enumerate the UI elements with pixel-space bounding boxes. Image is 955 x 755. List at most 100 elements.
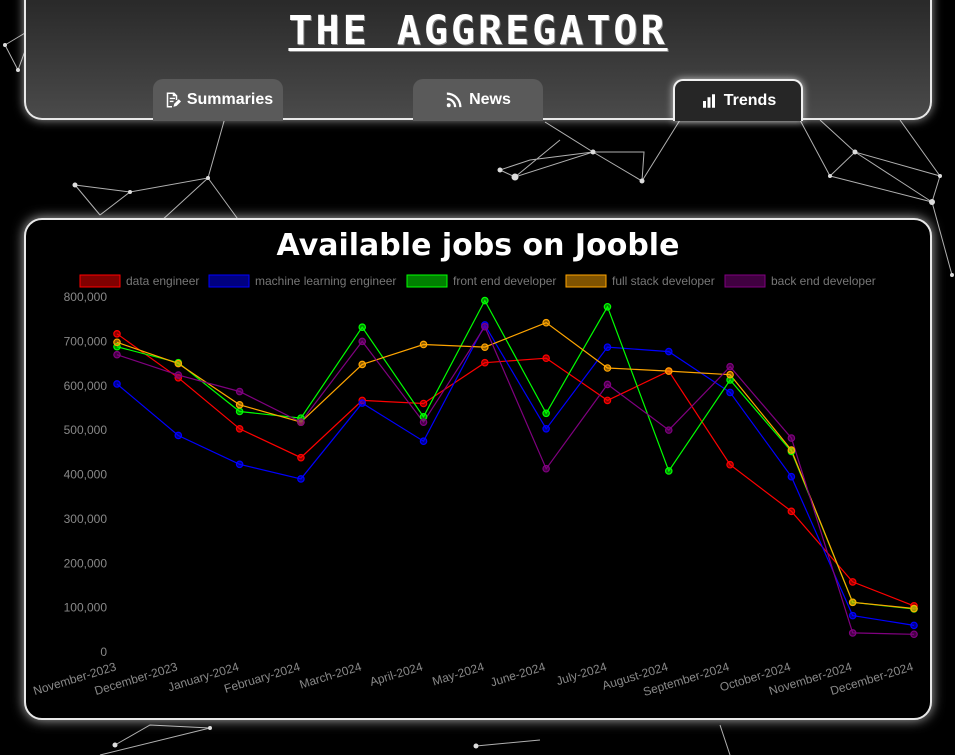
data-point[interactable] xyxy=(481,358,489,367)
data-point[interactable] xyxy=(174,371,183,379)
data-point[interactable] xyxy=(664,347,673,356)
data-point[interactable] xyxy=(297,475,305,483)
data-point[interactable] xyxy=(542,464,550,473)
legend-label: front end developer xyxy=(453,274,556,288)
tab-trends-label: Trends xyxy=(723,92,777,109)
data-point[interactable] xyxy=(603,380,612,389)
y-tick-label: 800,000 xyxy=(64,290,108,304)
data-point[interactable] xyxy=(235,460,244,469)
bar-chart-icon xyxy=(702,94,715,108)
chart-title: Available jobs on Jooble xyxy=(276,228,680,263)
series-line xyxy=(116,333,915,607)
y-tick-label: 700,000 xyxy=(64,334,108,348)
data-point[interactable] xyxy=(174,359,183,368)
data-point[interactable] xyxy=(542,318,550,327)
legend-item[interactable]: full stack developer xyxy=(565,274,715,288)
data-point[interactable] xyxy=(542,424,550,433)
legend-item[interactable]: machine learning engineer xyxy=(208,274,396,288)
x-tick-label: July-2024 xyxy=(554,659,608,688)
data-point[interactable] xyxy=(297,418,305,426)
legend-label: back end developer xyxy=(771,274,876,288)
tab-news-label: News xyxy=(469,91,511,108)
x-tick-label: April-2024 xyxy=(368,659,425,688)
x-axis: November-2023December-2023January-2024Fe… xyxy=(31,659,915,699)
legend-item[interactable]: front end developer xyxy=(406,274,556,288)
chart-legend: data engineer machine learning engineer fr… xyxy=(79,274,876,288)
series-line xyxy=(116,299,915,610)
data-point[interactable] xyxy=(358,337,367,346)
data-point[interactable] xyxy=(235,424,244,433)
legend-swatch xyxy=(208,274,250,288)
app-title: THE AGGREGATOR xyxy=(288,8,668,54)
data-point[interactable] xyxy=(481,343,489,351)
rss-icon xyxy=(446,92,462,108)
series-line xyxy=(116,325,915,635)
data-point[interactable] xyxy=(848,629,857,637)
tab-news[interactable]: News xyxy=(413,79,543,121)
data-point[interactable] xyxy=(787,446,796,454)
document-edit-icon xyxy=(166,92,181,108)
data-point[interactable] xyxy=(910,621,918,630)
data-point[interactable] xyxy=(848,578,857,586)
data-point[interactable] xyxy=(419,437,428,446)
data-point[interactable] xyxy=(787,434,796,442)
legend-item[interactable]: back end developer xyxy=(724,274,876,288)
data-point[interactable] xyxy=(603,396,612,405)
data-point[interactable] xyxy=(726,388,734,397)
legend-swatch xyxy=(565,274,607,288)
legend-swatch xyxy=(406,274,448,288)
data-point[interactable] xyxy=(603,302,612,311)
tab-summaries-label: Summaries xyxy=(186,91,274,108)
data-point[interactable] xyxy=(787,472,796,481)
data-point[interactable] xyxy=(113,338,121,347)
y-tick-label: 600,000 xyxy=(64,379,108,393)
data-point[interactable] xyxy=(542,409,550,418)
tab-summaries[interactable]: Summaries xyxy=(153,79,283,121)
data-point[interactable] xyxy=(726,370,734,379)
data-point[interactable] xyxy=(603,364,612,372)
data-point[interactable] xyxy=(664,467,673,475)
data-point[interactable] xyxy=(113,330,121,338)
data-point[interactable] xyxy=(297,453,305,462)
data-point[interactable] xyxy=(113,380,121,388)
data-point[interactable] xyxy=(419,399,428,408)
data-point[interactable] xyxy=(848,598,857,607)
data-point[interactable] xyxy=(603,343,612,351)
data-point[interactable] xyxy=(910,604,918,613)
data-point[interactable] xyxy=(235,387,244,396)
data-point[interactable] xyxy=(910,630,918,639)
data-point[interactable] xyxy=(358,399,367,407)
x-tick-label: May-2024 xyxy=(431,659,486,688)
chart-panel: Available jobs on Jooble xyxy=(24,218,932,720)
data-point[interactable] xyxy=(848,611,857,620)
y-tick-label: 400,000 xyxy=(64,468,108,482)
data-point[interactable] xyxy=(235,401,244,409)
data-point[interactable] xyxy=(419,418,428,426)
data-point[interactable] xyxy=(235,407,244,416)
y-tick-label: 200,000 xyxy=(64,556,108,570)
data-point[interactable] xyxy=(664,367,673,375)
plot-area xyxy=(113,296,918,639)
data-point[interactable] xyxy=(358,323,367,331)
y-tick-label: 100,000 xyxy=(64,601,108,615)
y-axis: 800,000 700,000 600,000 500,000 400,000 300,0… xyxy=(64,290,108,659)
y-tick-label: 300,000 xyxy=(64,512,108,526)
data-point[interactable] xyxy=(726,362,734,371)
data-point[interactable] xyxy=(664,426,673,434)
x-tick-label: June-2024 xyxy=(489,659,548,689)
series-line xyxy=(116,322,915,610)
data-point[interactable] xyxy=(358,360,367,369)
tab-trends[interactable]: Trends xyxy=(673,79,803,121)
series-line xyxy=(116,323,915,626)
data-point[interactable] xyxy=(174,431,183,440)
data-point[interactable] xyxy=(542,354,550,363)
data-point[interactable] xyxy=(419,340,428,349)
data-point[interactable] xyxy=(787,507,796,516)
legend-item[interactable]: data engineer xyxy=(79,274,199,288)
data-point[interactable] xyxy=(113,350,121,359)
legend-label: machine learning engineer xyxy=(255,274,396,288)
x-tick-label: March-2024 xyxy=(298,659,364,691)
data-point[interactable] xyxy=(481,322,489,331)
data-point[interactable] xyxy=(481,296,489,305)
data-point[interactable] xyxy=(726,460,734,469)
